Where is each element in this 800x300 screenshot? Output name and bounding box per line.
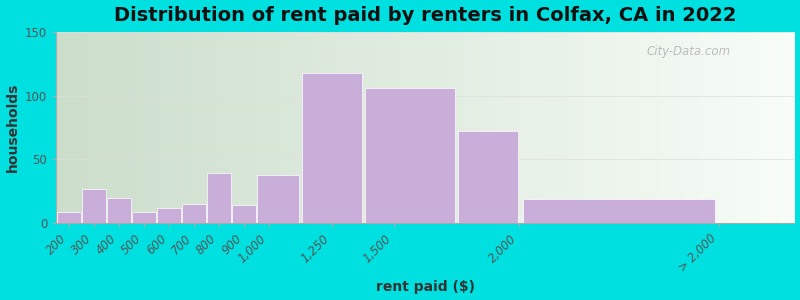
- Bar: [107, 198, 131, 223]
- Bar: [458, 131, 518, 223]
- Bar: [57, 212, 81, 223]
- Bar: [157, 208, 181, 223]
- Bar: [258, 175, 299, 223]
- Bar: [82, 189, 106, 223]
- Text: City-Data.com: City-Data.com: [647, 45, 731, 58]
- X-axis label: rent paid ($): rent paid ($): [376, 280, 475, 294]
- Bar: [232, 205, 256, 223]
- Bar: [132, 212, 156, 223]
- Bar: [302, 73, 362, 223]
- Bar: [182, 204, 206, 223]
- Y-axis label: households: households: [6, 83, 19, 172]
- Title: Distribution of rent paid by renters in Colfax, CA in 2022: Distribution of rent paid by renters in …: [114, 6, 737, 25]
- Bar: [523, 199, 715, 223]
- Bar: [207, 173, 231, 223]
- Bar: [365, 88, 455, 223]
